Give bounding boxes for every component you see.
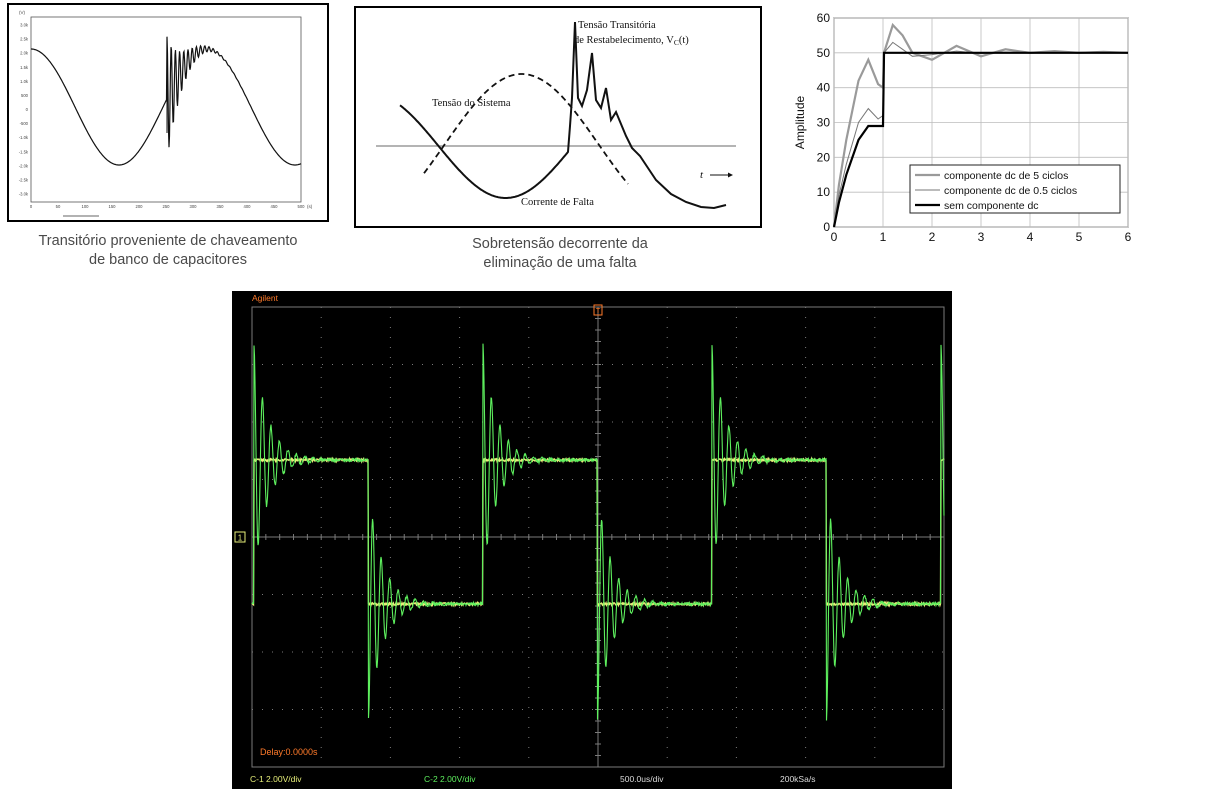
- capacitor-switching-panel: 3.0k 2.5k 2.0k 1.5k 1.0k 500 0 -500 -1.0k -1.5k -2…: [7, 3, 329, 222]
- y-tick-label: 1.5k: [20, 65, 29, 70]
- y-unit-label: (V): [19, 10, 26, 15]
- y-tick-label: 0: [823, 220, 830, 234]
- x-tick-label: 4: [1027, 230, 1034, 244]
- trv-label-subscript: C: [674, 38, 679, 47]
- delay-readout: Delay:0.0000s: [260, 747, 318, 757]
- x-tick-label: 5: [1076, 230, 1083, 244]
- caption-capacitor-switching: Transitório proveniente de chaveamento d…: [7, 232, 329, 270]
- x-tick-label: 6: [1125, 230, 1132, 244]
- trv-label-tail: (t): [679, 35, 689, 46]
- timebase-readout: 500.0us/div: [620, 774, 664, 784]
- oscilloscope-screen: Agilent Delay:0.0000s C-1 2.00V/div C-2 2.0…: [234, 293, 945, 784]
- legend-label: componente dc de 0.5 ciclos: [944, 185, 1077, 197]
- x-tick-label: 1: [880, 230, 887, 244]
- x-tick-label: 400: [244, 204, 252, 209]
- x-tick-label: 450: [271, 204, 279, 209]
- channel-2-scale: C-2 2.00V/div: [424, 774, 476, 784]
- y-tick-label: 3.0k: [20, 23, 29, 28]
- caption-fault-clearing: Sobretensão decorrente da eliminação de …: [354, 235, 766, 273]
- y-tick-label: 2.5k: [20, 37, 29, 42]
- trigger-marker-box: [593, 304, 603, 316]
- legend-label: componente dc de 5 ciclos: [944, 170, 1068, 182]
- system-voltage-curve: [423, 73, 629, 185]
- y-tick-label: -3.0k: [19, 192, 29, 197]
- x-tick-label: 150: [109, 204, 117, 209]
- fault-current-trv-curve: [399, 21, 727, 210]
- channel-2-trace: [251, 343, 945, 721]
- time-arrow-head: [728, 172, 733, 178]
- y-tick-label: 40: [817, 81, 831, 95]
- x-tick-label: 350: [217, 204, 225, 209]
- fault-clearing-chart: Tensão Transitória de Restabelecimento, …: [376, 20, 736, 210]
- series-line-3: [832, 51, 1128, 228]
- step-response-chart: 0 1 2 3 4 5 60102030405060Amplitudecomponente …: [793, 11, 1132, 244]
- y-tick-label: 500: [21, 93, 29, 98]
- fault-current-label: Corrente de Falta: [521, 197, 594, 208]
- x-tick-label: 200: [136, 204, 144, 209]
- trv-label-line2: de Restabelecimento, VC(t): [574, 35, 689, 47]
- x-tick-label: 0: [30, 204, 33, 209]
- y-tick-label: 60: [817, 11, 831, 25]
- caption-line-2: de banco de capacitores: [89, 252, 247, 268]
- caption-line-2: eliminação de uma falta: [483, 255, 637, 271]
- y-tick-label: 1.0k: [20, 79, 29, 84]
- ground-marker: 1: [238, 534, 243, 543]
- x-unit-label: (s): [307, 204, 313, 209]
- sample-rate-readout: 200kSa/s: [780, 774, 815, 784]
- y-tick-label: -2.0k: [19, 163, 29, 168]
- capacitor-switching-chart: 3.0k2.5k2.0k1.5k1.0k5000-500-1.0k-1.5k-2…: [19, 10, 313, 217]
- series-line-1: [832, 22, 1129, 228]
- ground-marker-box: [234, 531, 246, 543]
- y-tick-label: -1.0k: [19, 135, 29, 140]
- y-tick-label: -1.5k: [19, 149, 29, 154]
- x-tick-label: 250: [163, 204, 171, 209]
- y-tick-label: 20: [817, 150, 831, 164]
- x-tick-label: 50: [56, 204, 61, 209]
- y-tick-label: 2.0k: [20, 51, 29, 56]
- x-tick-label: 0: [831, 230, 838, 244]
- oscilloscope-panel: Agilent Delay:0.0000s C-1 2.00V/div C-2 2.0…: [232, 291, 952, 789]
- brand-label: Agilent: [252, 293, 279, 303]
- trv-label-line1: Tensão Transitória: [578, 20, 656, 31]
- system-voltage-label: Tensão do Sistema: [432, 98, 511, 109]
- x-tick-label: 2: [929, 230, 936, 244]
- y-tick-label: 50: [817, 46, 831, 60]
- step-response-panel: 0 1 2 3 4 5 6 0 10 20 30 40 50 60 Amplitude componente …: [788, 5, 1140, 250]
- y-tick-label: 0: [26, 107, 29, 112]
- y-tick-label: 30: [817, 116, 831, 130]
- x-tick-label: 300: [190, 204, 198, 209]
- trv-label-main: de Restabelecimento, V: [574, 35, 674, 46]
- plot-frame: [30, 16, 302, 203]
- voltage-waveform: [31, 36, 302, 166]
- fault-clearing-panel: Tensão Transitória de Restabelecimento, …: [354, 6, 762, 228]
- y-axis-label: Amplitude: [793, 96, 807, 150]
- y-tick-label: -500: [20, 121, 29, 126]
- caption-line-1: Sobretensão decorrente da: [472, 236, 648, 252]
- y-tick-label: 10: [817, 185, 831, 199]
- caption-line-1: Transitório proveniente de chaveamento: [38, 233, 298, 249]
- time-axis-label: t: [700, 169, 704, 181]
- trigger-marker: T: [596, 306, 601, 315]
- x-tick-label: 100: [82, 204, 90, 209]
- channel-1-scale: C-1 2.00V/div: [250, 774, 302, 784]
- legend-box: [909, 164, 1121, 214]
- legend-label: sem componente dc: [944, 200, 1039, 212]
- x-tick-label: 500: [298, 204, 306, 209]
- y-tick-label: -2.5k: [19, 177, 29, 182]
- x-tick-label: 3: [978, 230, 985, 244]
